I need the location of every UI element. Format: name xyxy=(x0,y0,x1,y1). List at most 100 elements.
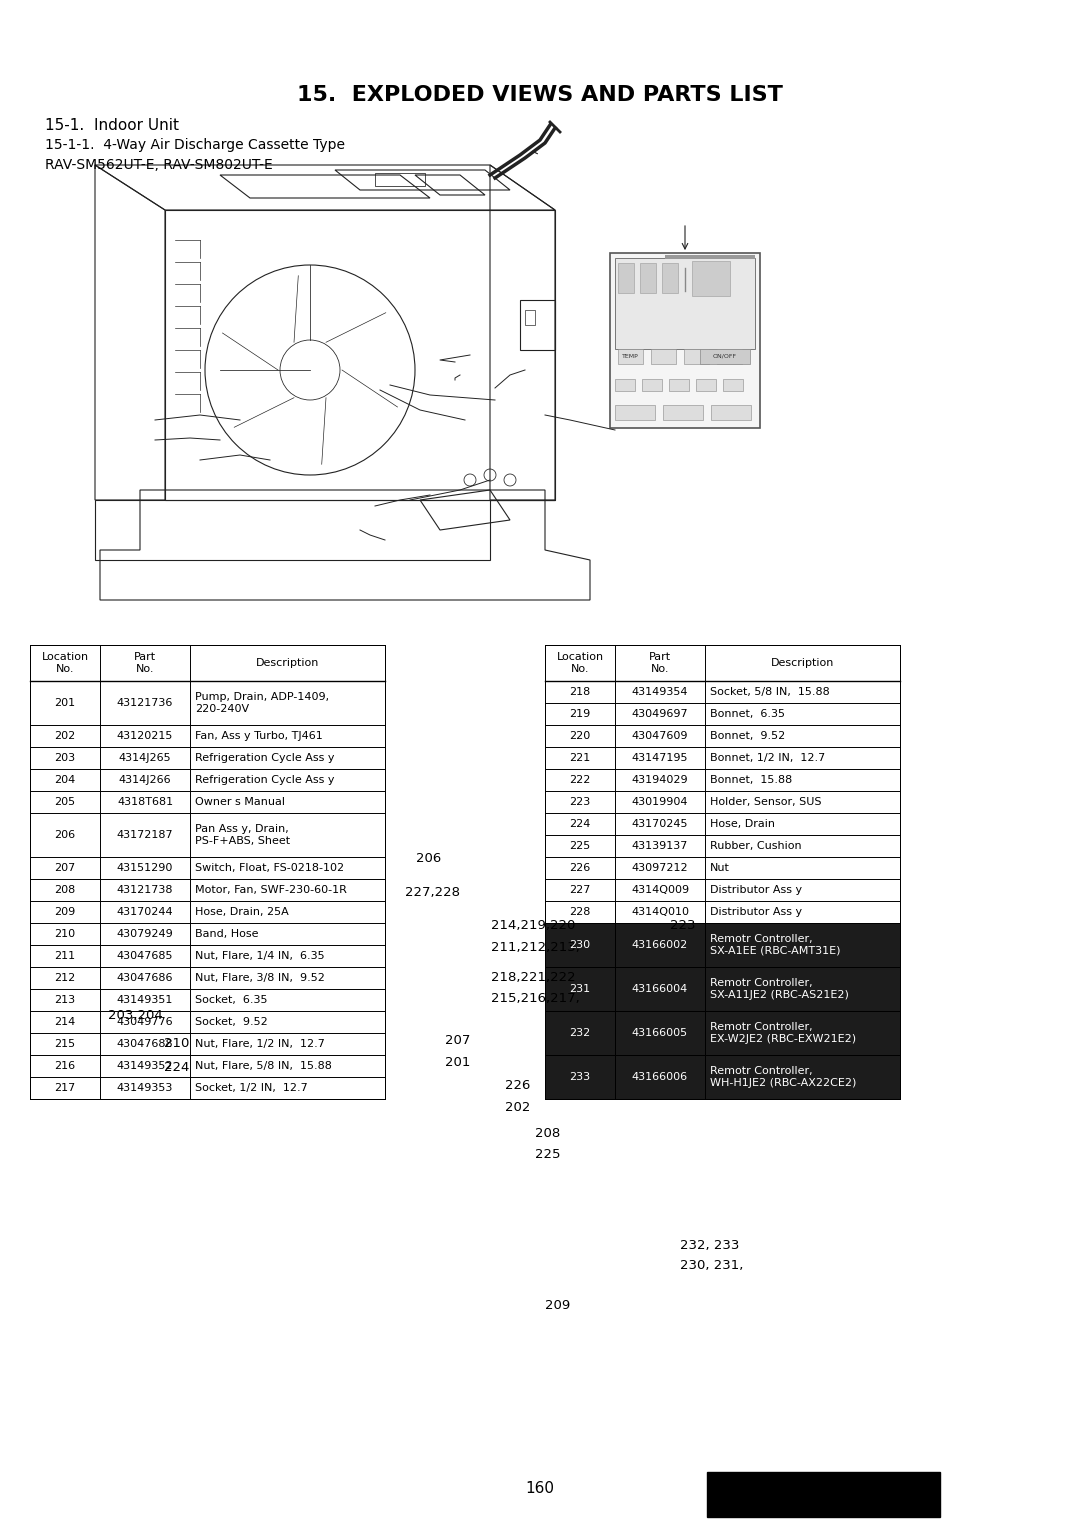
Text: Remotr Controller,
SX-A1EE (RBC-AMT31E): Remotr Controller, SX-A1EE (RBC-AMT31E) xyxy=(710,935,840,956)
Bar xyxy=(711,406,751,421)
Bar xyxy=(545,923,900,967)
Text: 43120215: 43120215 xyxy=(117,730,173,741)
Bar xyxy=(545,747,900,769)
Bar xyxy=(30,747,384,769)
Bar xyxy=(30,1011,384,1032)
Text: 218,221,222: 218,221,222 xyxy=(491,971,576,984)
Text: Distributor Ass y: Distributor Ass y xyxy=(710,884,802,895)
Text: 218: 218 xyxy=(569,686,591,697)
Text: 214,219,220: 214,219,220 xyxy=(491,920,576,932)
Bar xyxy=(545,791,900,813)
Text: Holder, Sensor, SUS: Holder, Sensor, SUS xyxy=(710,798,822,807)
Text: Pump, Drain, ADP-1409,
220-240V: Pump, Drain, ADP-1409, 220-240V xyxy=(195,692,329,714)
Bar xyxy=(723,380,743,390)
Bar xyxy=(662,262,678,293)
Bar xyxy=(545,703,900,724)
Text: 43121738: 43121738 xyxy=(117,884,173,895)
Bar xyxy=(375,172,426,186)
Text: Pan Ass y, Drain,
PS-F+ABS, Sheet: Pan Ass y, Drain, PS-F+ABS, Sheet xyxy=(195,824,291,846)
Bar xyxy=(30,1032,384,1055)
Text: 203: 203 xyxy=(54,753,76,762)
Text: Nut, Flare, 1/4 IN,  6.35: Nut, Flare, 1/4 IN, 6.35 xyxy=(195,952,325,961)
Text: 204: 204 xyxy=(54,775,76,785)
Bar xyxy=(669,380,689,390)
Bar xyxy=(30,769,384,791)
Text: 15-1-1.  4-Way Air Discharge Cassette Type: 15-1-1. 4-Way Air Discharge Cassette Typ… xyxy=(45,137,346,152)
Text: Description: Description xyxy=(771,657,834,668)
Bar xyxy=(618,349,643,364)
Text: 15.  EXPLODED VIEWS AND PARTS LIST: 15. EXPLODED VIEWS AND PARTS LIST xyxy=(297,84,783,105)
Text: 4314Q010: 4314Q010 xyxy=(631,907,689,917)
Text: Hose, Drain, 25A: Hose, Drain, 25A xyxy=(195,907,288,917)
Text: 43166002: 43166002 xyxy=(632,939,688,950)
Text: 223: 223 xyxy=(569,798,591,807)
Text: 224: 224 xyxy=(569,819,591,830)
Bar xyxy=(30,990,384,1011)
Text: Hose, Drain: Hose, Drain xyxy=(710,819,775,830)
Text: ON/OFF: ON/OFF xyxy=(713,354,737,358)
Text: 219: 219 xyxy=(569,709,591,718)
Text: 43147195: 43147195 xyxy=(632,753,688,762)
Text: 160: 160 xyxy=(526,1481,554,1496)
Text: 43019904: 43019904 xyxy=(632,798,688,807)
Text: 43121736: 43121736 xyxy=(117,698,173,708)
Text: Part
No.: Part No. xyxy=(649,653,671,674)
Bar xyxy=(545,769,900,791)
Bar xyxy=(615,258,755,349)
Bar xyxy=(30,878,384,901)
Bar xyxy=(30,724,384,747)
Bar xyxy=(545,878,900,901)
Text: 211,212,213,: 211,212,213, xyxy=(491,941,580,953)
Text: 43139137: 43139137 xyxy=(632,840,688,851)
Text: 202: 202 xyxy=(54,730,76,741)
Text: 221: 221 xyxy=(569,753,591,762)
Text: 201: 201 xyxy=(445,1057,470,1069)
Bar xyxy=(30,791,384,813)
Text: 217: 217 xyxy=(54,1083,76,1093)
Text: 214: 214 xyxy=(54,1017,76,1026)
Bar xyxy=(707,1472,940,1517)
Text: 43149351: 43149351 xyxy=(117,994,173,1005)
Text: 224: 224 xyxy=(164,1061,189,1074)
Text: Switch, Float, FS-0218-102: Switch, Float, FS-0218-102 xyxy=(195,863,345,872)
Bar xyxy=(545,836,900,857)
Text: 213: 213 xyxy=(54,994,76,1005)
Bar xyxy=(610,253,760,429)
Text: 203,204: 203,204 xyxy=(108,1010,163,1022)
Bar xyxy=(615,380,635,390)
Text: Socket,  6.35: Socket, 6.35 xyxy=(195,994,268,1005)
Text: 233: 233 xyxy=(569,1072,591,1083)
Text: 232, 233: 232, 233 xyxy=(680,1240,740,1252)
Text: 225: 225 xyxy=(535,1148,561,1161)
Text: Motor, Fan, SWF-230-60-1R: Motor, Fan, SWF-230-60-1R xyxy=(195,884,347,895)
Text: 43166005: 43166005 xyxy=(632,1028,688,1039)
Text: 43149353: 43149353 xyxy=(117,1083,173,1093)
Bar xyxy=(700,349,750,364)
Text: 211: 211 xyxy=(54,952,76,961)
Text: Nut, Flare, 3/8 IN,  9.52: Nut, Flare, 3/8 IN, 9.52 xyxy=(195,973,325,984)
Text: Remotr Controller,
WH-H1JE2 (RBC-AX22CE2): Remotr Controller, WH-H1JE2 (RBC-AX22CE2… xyxy=(710,1066,856,1087)
Bar xyxy=(545,901,900,923)
Text: Bonnet,  15.88: Bonnet, 15.88 xyxy=(710,775,793,785)
Text: 4318T681: 4318T681 xyxy=(117,798,173,807)
Text: 43149354: 43149354 xyxy=(632,686,688,697)
Text: Owner s Manual: Owner s Manual xyxy=(195,798,285,807)
Bar xyxy=(545,1055,900,1100)
Text: 43166006: 43166006 xyxy=(632,1072,688,1083)
Text: 43047688: 43047688 xyxy=(117,1039,173,1049)
Bar xyxy=(663,406,703,421)
Text: 43194029: 43194029 xyxy=(632,775,688,785)
Text: 212: 212 xyxy=(54,973,76,984)
Text: Part
No.: Part No. xyxy=(134,653,157,674)
Bar xyxy=(665,255,755,259)
Bar xyxy=(696,380,716,390)
Text: 43170245: 43170245 xyxy=(632,819,688,830)
Bar xyxy=(30,1055,384,1077)
Text: Remotr Controller,
EX-W2JE2 (RBC-EXW21E2): Remotr Controller, EX-W2JE2 (RBC-EXW21E2… xyxy=(710,1022,856,1043)
Text: 208: 208 xyxy=(54,884,76,895)
Text: Nut, Flare, 1/2 IN,  12.7: Nut, Flare, 1/2 IN, 12.7 xyxy=(195,1039,325,1049)
Text: 207: 207 xyxy=(445,1034,470,1046)
Text: 43047685: 43047685 xyxy=(117,952,173,961)
Bar xyxy=(519,300,555,351)
Text: 225: 225 xyxy=(569,840,591,851)
